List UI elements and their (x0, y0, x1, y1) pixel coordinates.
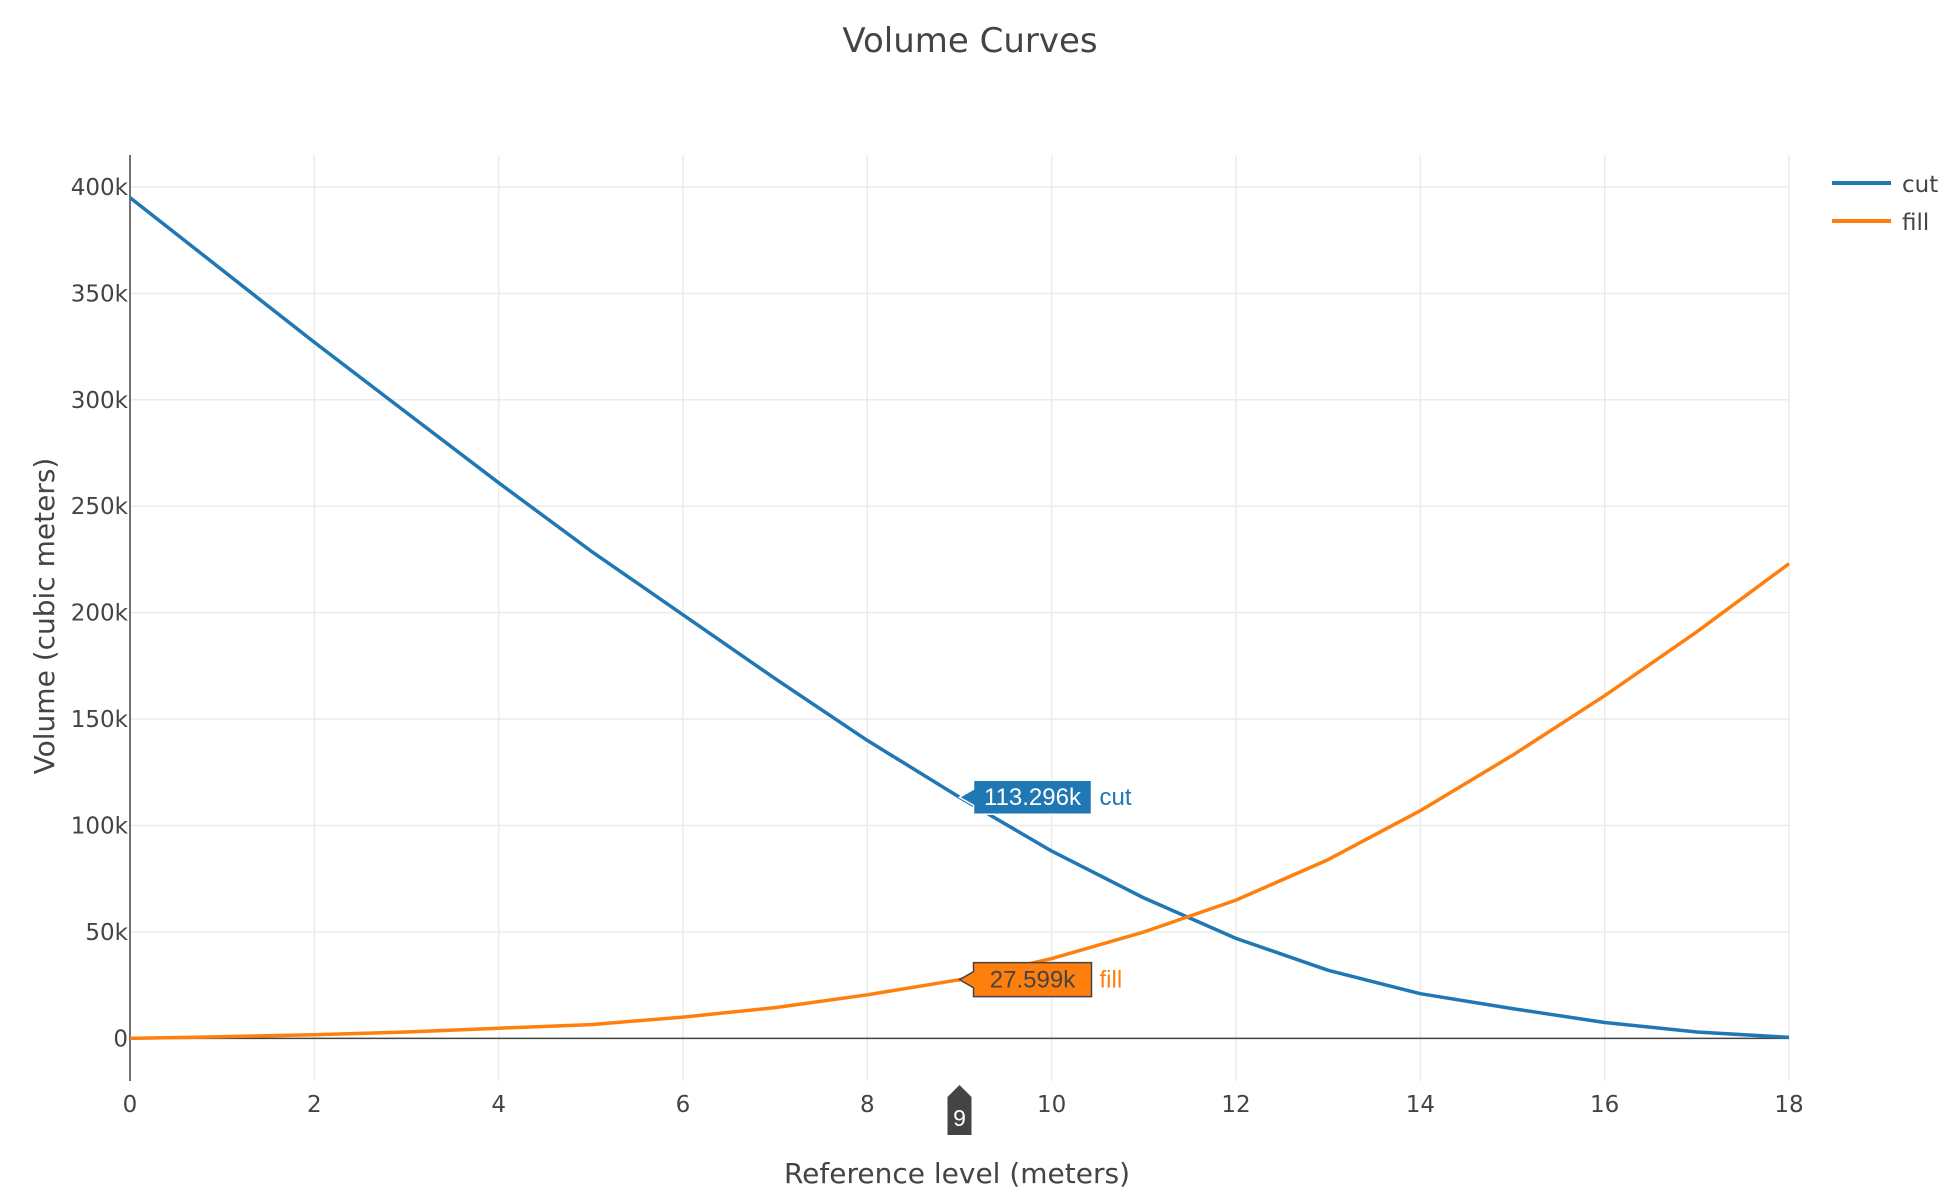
legend-item-fill[interactable]: fill (1832, 210, 1929, 236)
legend-label-cut: cut (1902, 172, 1938, 198)
hover-box (957, 961, 1093, 998)
x-tick-label: 14 (1406, 1092, 1435, 1118)
x-hover-value: 9 (953, 1105, 966, 1131)
legend-label-fill: fill (1902, 210, 1929, 236)
x-tick-label: 18 (1774, 1092, 1803, 1118)
x-tick-label: 0 (123, 1092, 138, 1118)
hover-value: 113.296k (984, 784, 1082, 811)
x-tick-label: 12 (1221, 1092, 1250, 1118)
y-tick-label: 0 (113, 1026, 128, 1052)
hover-box (957, 779, 1093, 815)
series-line-fill[interactable] (129, 562, 1791, 1041)
hover-value: 27.599k (990, 967, 1076, 994)
hover-series-name: fill (1100, 967, 1123, 994)
hover-label-cut: 113.296k cut (957, 779, 1132, 815)
x-tick-label: 2 (307, 1092, 322, 1118)
hover-series-name: cut (1100, 784, 1132, 811)
hover-labels: 113.296k cut 27.599k fill 9 (947, 779, 1132, 1135)
y-axis-title: Volume (cubic meters) (28, 458, 61, 775)
plot-area[interactable] (128, 196, 1791, 1041)
y-tick-label: 300k (71, 388, 129, 414)
chart-title: Volume Curves (842, 21, 1097, 61)
legend[interactable]: cut fill (1832, 172, 1938, 236)
legend-item-cut[interactable]: cut (1832, 172, 1938, 198)
hover-label-fill: 27.599k fill (957, 961, 1123, 998)
y-tick-label: 100k (71, 814, 129, 840)
x-axis-title: Reference level (meters) (784, 1157, 1130, 1190)
x-hover-label: 9 (947, 1085, 972, 1135)
x-hover-box (947, 1085, 972, 1135)
y-tick-label: 250k (71, 494, 129, 520)
axes (129, 155, 1789, 1081)
x-tick-label: 10 (1037, 1092, 1066, 1118)
y-tick-label: 350k (71, 281, 129, 307)
grid (130, 155, 1790, 1081)
x-tick-label: 16 (1590, 1092, 1619, 1118)
series-line-cut[interactable] (128, 196, 1790, 1040)
y-tick-label: 200k (71, 601, 129, 627)
x-tick-label: 8 (860, 1092, 875, 1118)
x-tick-label: 6 (676, 1092, 691, 1118)
y-tick-label: 150k (71, 707, 129, 733)
y-tick-label: 50k (85, 920, 128, 946)
tick-labels: 0 2 4 6 8 10 12 14 16 18 0 50k 100k 150k 200k 250k 300k 3… (71, 175, 1804, 1118)
x-tick-label: 4 (491, 1092, 506, 1118)
y-tick-label: 400k (71, 175, 129, 201)
